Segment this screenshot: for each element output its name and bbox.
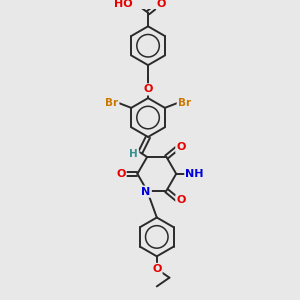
Text: NH: NH — [185, 169, 204, 179]
Text: O: O — [152, 264, 161, 274]
Text: Br: Br — [178, 98, 191, 108]
Text: O: O — [143, 84, 153, 94]
Text: O: O — [176, 195, 186, 205]
Text: O: O — [116, 169, 126, 179]
Text: HO: HO — [114, 0, 133, 9]
Text: O: O — [176, 142, 186, 152]
Text: N: N — [142, 187, 151, 196]
Text: O: O — [157, 0, 166, 9]
Text: H: H — [129, 149, 138, 159]
Text: Br: Br — [105, 98, 119, 108]
